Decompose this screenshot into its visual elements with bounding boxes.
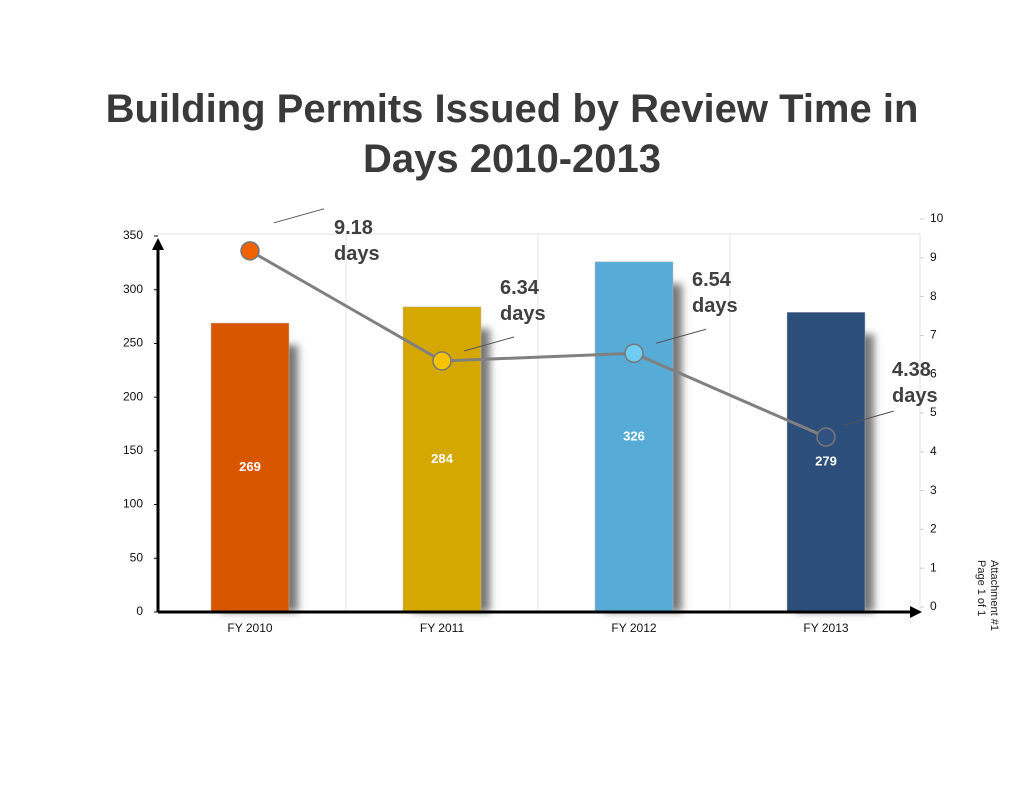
y2-tick-label: 6 [930,366,937,380]
chart-title: Building Permits Issued by Review Time i… [105,87,919,181]
y2-tick-label: 3 [930,483,937,497]
value-label: 4.38 days [892,359,938,408]
leader-line [843,410,895,426]
bar [786,312,866,613]
x-tick-label: FY 2012 [611,621,656,635]
x-tick-label: FY 2011 [420,621,465,635]
y2-tick-label: 7 [930,328,937,342]
bar-value-label: 279 [815,454,837,469]
y-tick-label: 100 [123,497,143,511]
y2-tick-label: 4 [930,444,937,458]
value-label: 6.54 days [692,269,738,318]
value-label: 6.34 days [500,277,546,325]
line-point [240,241,260,261]
bar [594,261,674,613]
y2-tick-label: 9 [930,250,937,264]
y-tick-label: 50 [130,550,144,564]
y-tick-label: 250 [123,336,143,350]
bar [210,322,290,613]
line-point [432,351,452,371]
x-tick-label: FY 2010 [227,621,272,635]
y2-tick-label: 8 [930,289,937,303]
y2-tick-label: 10 [930,211,944,225]
line [249,249,827,439]
y2-tick-label: 2 [930,522,937,536]
y-tick-label: 200 [123,389,143,403]
axis-arrow [152,238,164,250]
y2-tick-label: 0 [930,599,937,613]
leader-line [273,208,325,224]
leader-line [655,328,707,344]
leader-line [463,336,515,352]
x-tick-label: FY 2013 [803,621,848,635]
bar-value-label: 284 [431,451,453,466]
bar-value-label: 269 [239,459,261,474]
value-label: 9.18 days [334,216,380,265]
y-tick-label: 300 [123,282,143,296]
line-point [816,427,836,447]
axis-arrow [910,606,922,618]
bar-value-label: 326 [623,428,645,443]
y-tick-label: 150 [123,443,143,457]
y-tick-label: 350 [123,228,143,242]
y2-tick-label: 5 [930,405,937,419]
y-tick-label: 0 [136,604,143,618]
line-point [624,343,644,363]
y2-tick-label: 1 [930,560,937,574]
